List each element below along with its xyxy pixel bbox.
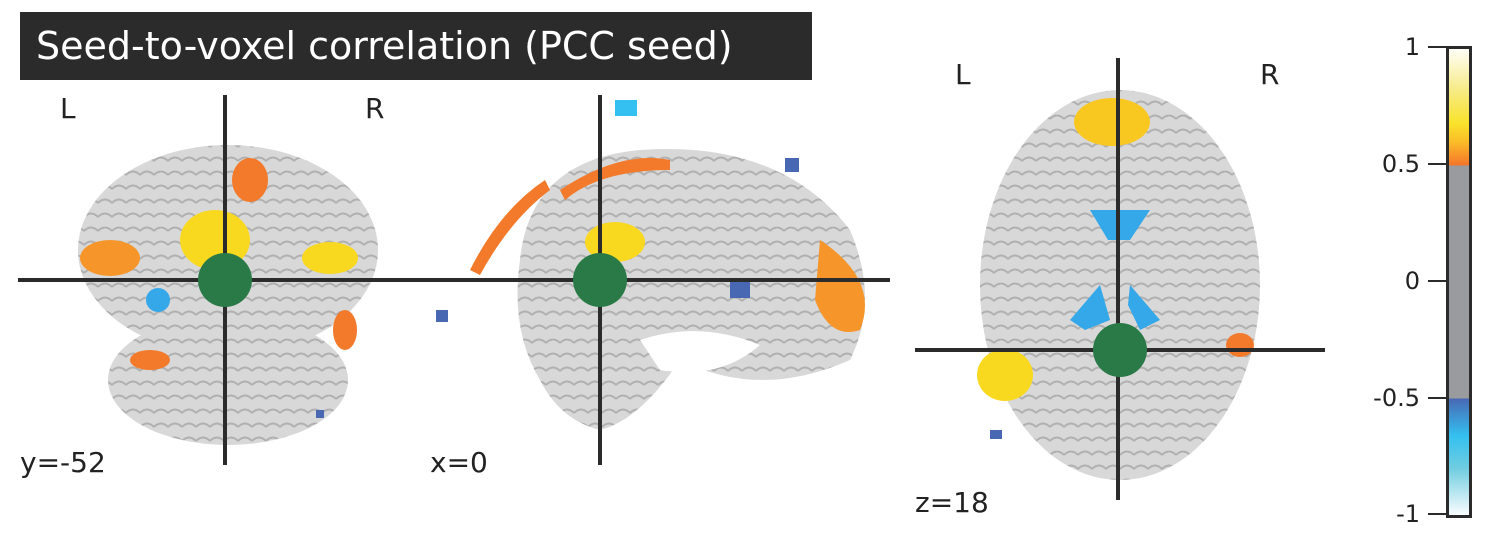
colorbar-tick [1428, 397, 1446, 399]
right-hemisphere-label: R [1260, 58, 1280, 91]
positive-cluster [470, 180, 550, 275]
colorbar-tick-label: 0 [1404, 267, 1420, 295]
seed-marker [573, 253, 627, 307]
negative-cluster [316, 410, 324, 418]
negative-cluster [436, 310, 448, 322]
negative-cluster [785, 158, 799, 172]
colorbar-tick-label: -1 [1396, 500, 1420, 528]
negative-cluster [1070, 285, 1110, 330]
colorbar [1446, 46, 1472, 518]
sagittal-slice [410, 95, 890, 465]
negative-cluster [990, 430, 1002, 439]
positive-cluster [1226, 333, 1254, 357]
cerebellum [108, 315, 348, 445]
negative-cluster [730, 280, 750, 298]
axial-slice [915, 58, 1325, 500]
seed-marker [1093, 323, 1147, 377]
coronal-slice [18, 95, 430, 465]
sagittal-coord-label: x=0 [430, 446, 488, 479]
colorbar-tick-label: -0.5 [1373, 384, 1420, 412]
seed-marker [198, 253, 252, 307]
positive-cluster [302, 242, 358, 274]
axial-coord-label: z=18 [915, 486, 989, 519]
positive-cluster [333, 310, 357, 350]
colorbar-tick [1428, 46, 1446, 48]
negative-cluster [146, 288, 170, 312]
colorbar-tick [1428, 280, 1446, 282]
positive-cluster [1074, 98, 1150, 146]
left-hemisphere-label: L [60, 92, 76, 125]
corpus-callosum [640, 331, 760, 373]
positive-cluster [232, 158, 268, 202]
right-hemisphere-label: R [365, 92, 385, 125]
left-hemisphere-label: L [955, 58, 971, 91]
negative-cluster [1128, 285, 1160, 330]
figure-title: Seed-to-voxel correlation (PCC seed) [20, 12, 812, 80]
colorbar-tick [1428, 513, 1446, 515]
coronal-coord-label: y=-52 [20, 446, 106, 479]
positive-cluster [815, 240, 865, 332]
colorbar-tick-label: 1 [1404, 33, 1420, 61]
negative-cluster [615, 100, 637, 116]
brain-outline [517, 149, 865, 430]
colorbar-tick-label: 0.5 [1381, 150, 1420, 178]
positive-cluster [80, 240, 140, 276]
positive-cluster [560, 158, 670, 200]
colorbar-tick [1428, 163, 1446, 165]
positive-cluster [130, 350, 170, 370]
positive-cluster [977, 349, 1033, 401]
